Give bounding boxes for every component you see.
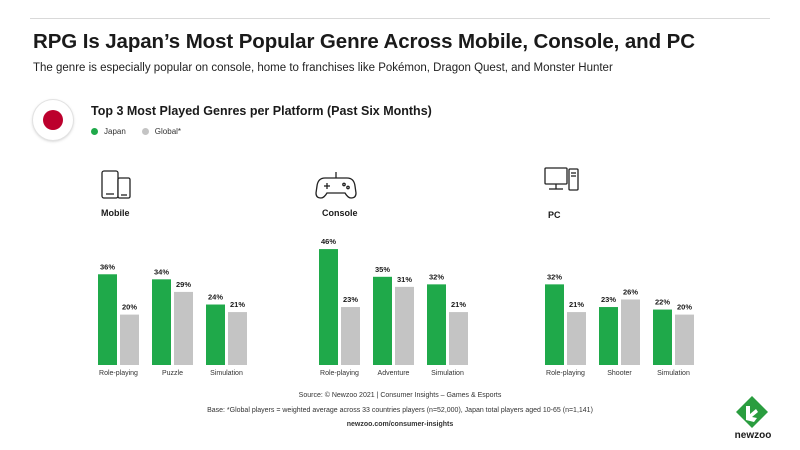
data-label-mobile-0-1: 20% — [122, 303, 137, 312]
bar-console-0-1 — [341, 307, 360, 365]
desktop-computer-icon — [544, 167, 579, 191]
bar-pc-0-0 — [545, 284, 564, 365]
bar-console-2-0 — [427, 284, 446, 365]
panel-label-1: Console — [322, 208, 358, 218]
data-label-pc-1-0: 23% — [601, 295, 616, 304]
source-url[interactable]: newzoo.com/consumer-insights — [346, 421, 454, 428]
base-note: Base: *Global players = weighted average… — [207, 407, 593, 414]
legend: Japan Global* — [91, 127, 197, 136]
bar-pc-0-1 — [567, 312, 586, 365]
legend-swatch-japan — [91, 128, 98, 135]
bar-pc-2-0 — [653, 309, 672, 365]
top-divider — [30, 18, 770, 19]
data-label-mobile-1-1: 29% — [176, 280, 191, 289]
category-label-mobile-1: Puzzle — [162, 370, 183, 377]
legend-label-japan: Japan — [104, 127, 126, 136]
data-label-console-0-1: 23% — [343, 295, 358, 304]
data-label-mobile-1-0: 34% — [154, 267, 169, 276]
data-label-pc-2-1: 20% — [677, 303, 692, 312]
bar-pc-2-1 — [675, 314, 694, 365]
bar-pc-1-0 — [599, 307, 618, 365]
data-label-pc-0-1: 21% — [569, 300, 584, 309]
bar-console-2-1 — [449, 312, 468, 365]
data-label-pc-0-0: 32% — [547, 272, 562, 281]
bar-pc-1-1 — [621, 299, 640, 365]
bar-mobile-2-1 — [228, 312, 247, 365]
page-title: RPG Is Japan’s Most Popular Genre Across… — [33, 30, 695, 53]
category-label-console-1: Adventure — [378, 370, 410, 377]
panel-label-2: PC — [548, 210, 561, 220]
page-subtitle: The genre is especially popular on conso… — [33, 62, 613, 74]
category-label-console-0: Role-playing — [320, 370, 359, 377]
bar-mobile-1-0 — [152, 279, 171, 365]
category-label-mobile-2: Simulation — [210, 370, 243, 377]
legend-swatch-global — [141, 128, 149, 135]
category-label-pc-0: Role-playing — [546, 370, 585, 377]
data-label-pc-2-0: 22% — [655, 298, 670, 307]
bar-mobile-2-0 — [206, 304, 225, 365]
data-label-mobile-0-0: 36% — [100, 262, 115, 271]
newzoo-logo-text: newzoo — [734, 430, 772, 441]
data-label-console-1-0: 35% — [375, 265, 390, 274]
japan-flag-icon — [33, 100, 73, 140]
category-label-console-2: Simulation — [431, 370, 464, 377]
category-label-mobile-0: Role-playing — [99, 370, 138, 377]
data-label-console-0-0: 46% — [321, 237, 336, 246]
bar-mobile-0-1 — [120, 314, 139, 365]
bar-console-1-0 — [373, 276, 392, 365]
category-label-pc-2: Simulation — [657, 370, 690, 377]
newzoo-logo-icon — [736, 396, 768, 428]
data-label-mobile-2-1: 21% — [230, 300, 245, 309]
source-note: Source: © Newzoo 2021 | Consumer Insight… — [298, 392, 502, 399]
legend-item-global: Global* — [141, 127, 182, 136]
legend-item-japan: Japan — [91, 127, 126, 136]
legend-label-global: Global* — [154, 127, 182, 136]
phone-tablet-icon — [101, 170, 131, 199]
data-label-pc-1-1: 26% — [623, 287, 638, 296]
data-label-console-1-1: 31% — [397, 275, 412, 284]
data-label-console-2-0: 32% — [429, 272, 444, 281]
bar-console-0-0 — [319, 249, 338, 365]
data-label-mobile-2-0: 24% — [208, 293, 223, 302]
bar-mobile-1-1 — [174, 291, 193, 365]
category-label-pc-1: Shooter — [607, 370, 632, 377]
bar-mobile-0-0 — [98, 274, 117, 365]
panel-label-0: Mobile — [101, 208, 130, 218]
gamepad-icon — [315, 172, 357, 199]
bar-console-1-1 — [395, 286, 414, 365]
data-label-console-2-1: 21% — [451, 300, 466, 309]
chart-title: Top 3 Most Played Genres per Platform (P… — [91, 104, 432, 118]
